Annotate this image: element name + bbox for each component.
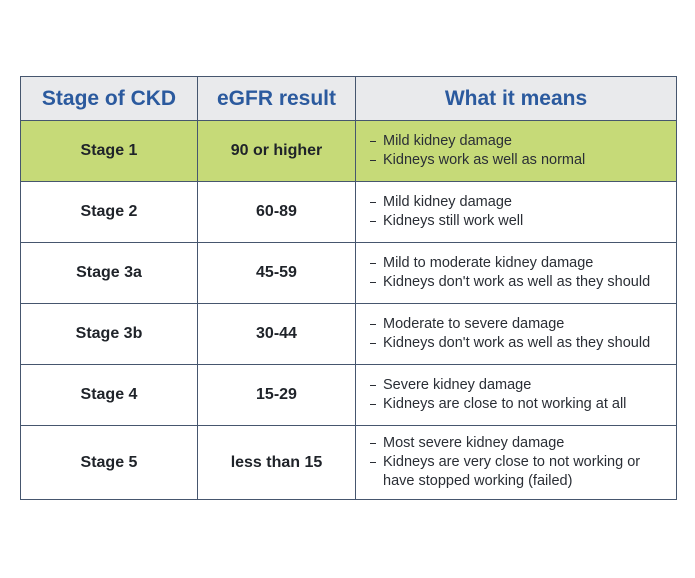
ckd-table: Stage of CKD eGFR result What it means S…: [20, 76, 677, 500]
bullet-dash: [370, 462, 376, 464]
stage-cell: Stage 5: [20, 425, 198, 500]
meaning-item: Mild kidney damage: [370, 193, 664, 212]
table-body: Stage 1 90 or higher Mild kidney damage Kid…: [20, 120, 677, 500]
meaning-item: Kidneys are close to not working at all: [370, 395, 664, 414]
table-row: Stage 1 90 or higher Mild kidney damage Kid…: [20, 120, 677, 182]
meaning-list: Mild to moderate kidney damage Kidneys do…: [370, 254, 664, 292]
egfr-cell: 45-59: [197, 242, 356, 304]
meaning-item: Kidneys don't work as well as they shoul…: [370, 273, 664, 292]
bullet-dash: [370, 221, 376, 223]
meaning-text: Mild to moderate kidney damage: [383, 255, 594, 271]
stage-cell: Stage 1: [20, 120, 198, 182]
bullet-dash: [370, 202, 376, 204]
meaning-list: Mild kidney damage Kidneys still work wel…: [370, 193, 664, 231]
table-row: Stage 3b 30-44 Moderate to severe damage Ki…: [20, 303, 677, 365]
meaning-item: Moderate to severe damage: [370, 315, 664, 334]
meaning-text: Most severe kidney damage: [383, 435, 565, 451]
meaning-cell: Most severe kidney damage Kidneys are ver…: [355, 425, 677, 500]
stage-cell: Stage 4: [20, 364, 198, 426]
meaning-list: Mild kidney damage Kidneys work as well a…: [370, 132, 664, 170]
stage-cell: Stage 3a: [20, 242, 198, 304]
egfr-cell: less than 15: [197, 425, 356, 500]
meaning-item: Severe kidney damage: [370, 376, 664, 395]
meaning-cell: Mild to moderate kidney damage Kidneys do…: [355, 242, 677, 304]
bullet-dash: [370, 404, 376, 406]
meaning-item: Kidneys work as well as normal: [370, 151, 664, 170]
meaning-item: Kidneys don't work as well as they shoul…: [370, 334, 664, 353]
bullet-dash: [370, 282, 376, 284]
meaning-cell: Mild kidney damage Kidneys work as well a…: [355, 120, 677, 182]
table-row: Stage 5 less than 15 Most severe kidney da…: [20, 425, 677, 500]
bullet-dash: [370, 324, 376, 326]
table-wrap: Stage of CKD eGFR result What it means S…: [20, 76, 677, 500]
egfr-cell: 90 or higher: [197, 120, 356, 182]
meaning-text: Kidneys are very close to not working or…: [383, 454, 641, 489]
meaning-text: Severe kidney damage: [383, 377, 532, 393]
meaning-cell: Severe kidney damage Kidneys are close to…: [355, 364, 677, 426]
meaning-text: Kidneys don't work as well as they shoul…: [383, 335, 651, 351]
meaning-list: Moderate to severe damage Kidneys don't w…: [370, 315, 664, 353]
egfr-cell: 60-89: [197, 181, 356, 243]
table-row: Stage 3a 45-59 Mild to moderate kidney dam…: [20, 242, 677, 304]
egfr-cell: 15-29: [197, 364, 356, 426]
meaning-item: Mild to moderate kidney damage: [370, 254, 664, 273]
meaning-text: Kidneys still work well: [383, 213, 524, 229]
meaning-text: Moderate to severe damage: [383, 316, 565, 332]
meaning-text: Kidneys don't work as well as they shoul…: [383, 274, 651, 290]
header-row: Stage of CKD eGFR result What it means: [20, 76, 677, 121]
meaning-text: Mild kidney damage: [383, 133, 512, 149]
bullet-dash: [370, 385, 376, 387]
meaning-list: Most severe kidney damage Kidneys are ver…: [370, 434, 664, 491]
bullet-dash: [370, 263, 376, 265]
egfr-cell: 30-44: [197, 303, 356, 365]
meaning-item: Kidneys are very close to not working or…: [370, 453, 664, 491]
bullet-dash: [370, 443, 376, 445]
stage-cell: Stage 2: [20, 181, 198, 243]
bullet-dash: [370, 160, 376, 162]
table-row: Stage 4 15-29 Severe kidney damage Kidneys …: [20, 364, 677, 426]
meaning-list: Severe kidney damage Kidneys are close to…: [370, 376, 664, 414]
header-cell: Stage of CKD: [20, 76, 198, 121]
meaning-item: Most severe kidney damage: [370, 434, 664, 453]
meaning-cell: Moderate to severe damage Kidneys don't w…: [355, 303, 677, 365]
stage-cell: Stage 3b: [20, 303, 198, 365]
header-cell: eGFR result: [197, 76, 356, 121]
meaning-item: Mild kidney damage: [370, 132, 664, 151]
meaning-item: Kidneys still work well: [370, 212, 664, 231]
meaning-text: Kidneys work as well as normal: [383, 152, 586, 168]
table-row: Stage 2 60-89 Mild kidney damage Kidneys st…: [20, 181, 677, 243]
meaning-text: Kidneys are close to not working at all: [383, 396, 627, 412]
meaning-text: Mild kidney damage: [383, 194, 512, 210]
meaning-cell: Mild kidney damage Kidneys still work wel…: [355, 181, 677, 243]
bullet-dash: [370, 141, 376, 143]
bullet-dash: [370, 343, 376, 345]
header-cell: What it means: [355, 76, 677, 121]
